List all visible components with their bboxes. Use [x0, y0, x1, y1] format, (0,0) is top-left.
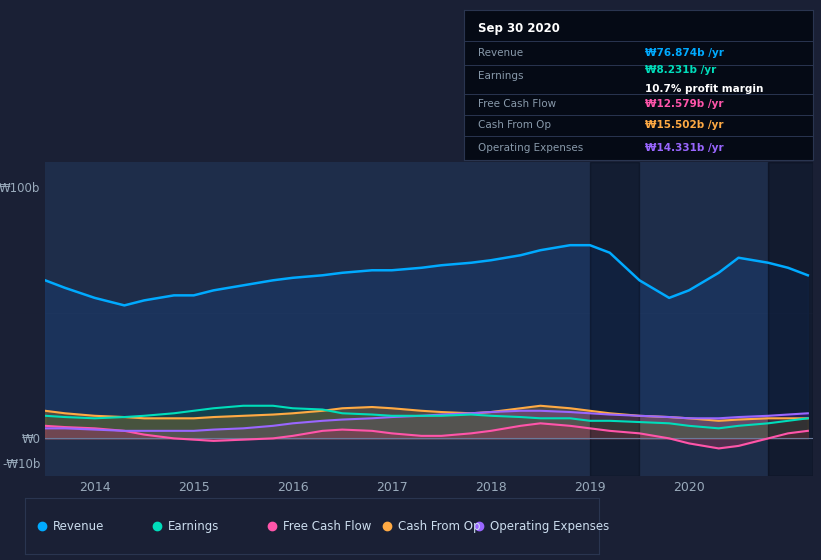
- Text: Operating Expenses: Operating Expenses: [490, 520, 609, 533]
- Text: Free Cash Flow: Free Cash Flow: [283, 520, 372, 533]
- Text: ₩8.231b /yr: ₩8.231b /yr: [645, 64, 717, 74]
- Text: Revenue: Revenue: [478, 48, 523, 58]
- Text: ₩15.502b /yr: ₩15.502b /yr: [645, 120, 724, 130]
- Bar: [590, 162, 640, 476]
- Text: Earnings: Earnings: [478, 71, 523, 81]
- Text: Operating Expenses: Operating Expenses: [478, 143, 583, 152]
- Text: Cash From Op: Cash From Op: [398, 520, 480, 533]
- Text: ₩12.579b /yr: ₩12.579b /yr: [645, 99, 724, 109]
- Text: Earnings: Earnings: [168, 520, 220, 533]
- Text: ₩76.874b /yr: ₩76.874b /yr: [645, 48, 724, 58]
- Bar: [768, 162, 813, 476]
- Text: Free Cash Flow: Free Cash Flow: [478, 99, 556, 109]
- Text: Revenue: Revenue: [53, 520, 105, 533]
- Text: Sep 30 2020: Sep 30 2020: [478, 21, 560, 35]
- Text: Cash From Op: Cash From Op: [478, 120, 551, 130]
- Text: 10.7% profit margin: 10.7% profit margin: [645, 84, 764, 94]
- Text: ₩14.331b /yr: ₩14.331b /yr: [645, 143, 724, 152]
